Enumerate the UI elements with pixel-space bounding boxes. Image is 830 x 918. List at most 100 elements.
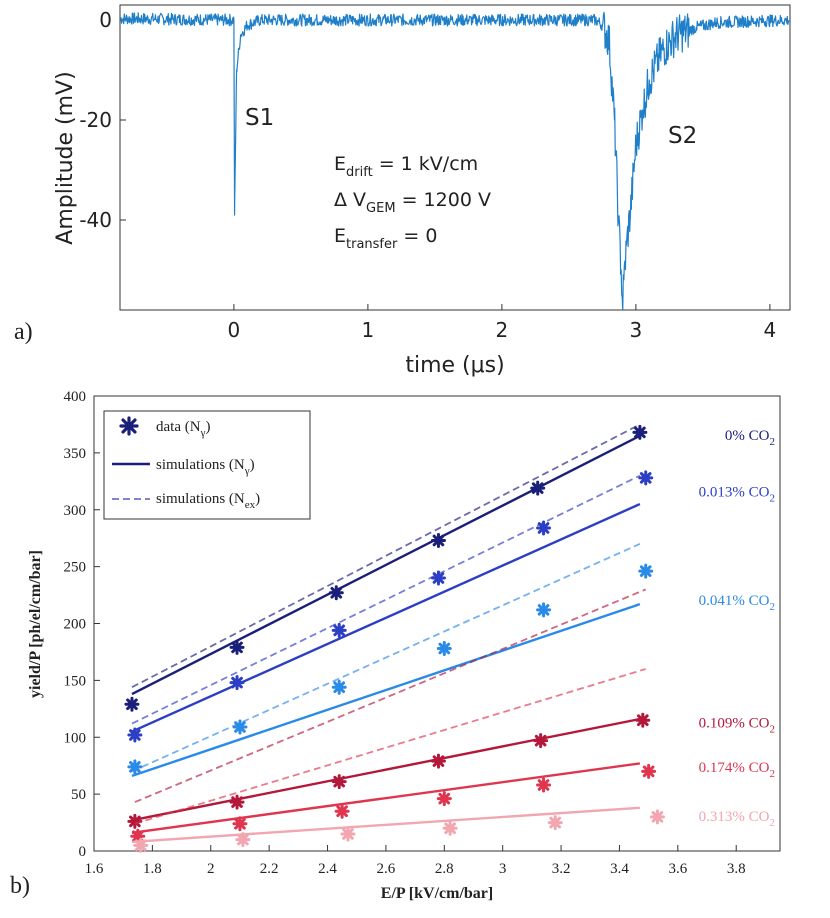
- sim-ngamma-line: [131, 806, 640, 844]
- edrift-annotation: Edrift = 1 kV/cm: [334, 153, 478, 180]
- data-point: [533, 733, 549, 749]
- panel-b-y-tick-label: 200: [64, 617, 87, 633]
- waveform-line: [119, 11, 791, 311]
- data-point: [133, 837, 149, 853]
- data-point: [334, 803, 350, 819]
- data-point: [547, 815, 563, 831]
- s1-annotation: S1: [245, 105, 274, 131]
- sim-ngamma-line: [131, 717, 641, 822]
- series-0-co2: [124, 423, 648, 712]
- data-point: [536, 520, 552, 536]
- sim-nex-line: [131, 423, 641, 688]
- sim-ngamma-line: [131, 502, 641, 733]
- data-point: [235, 832, 251, 848]
- legend-entry-data: data (Nγ): [156, 419, 210, 439]
- panel-b-y-tick-label: 0: [79, 844, 87, 860]
- panel-b-x-tick-label: 2.4: [318, 861, 337, 877]
- legend-data-marker: [119, 416, 139, 436]
- series-label: 0.313% CO2: [699, 809, 775, 829]
- data-point: [229, 639, 245, 655]
- s2-annotation: S2: [668, 123, 697, 149]
- series-0-109-co2: [127, 588, 651, 829]
- panel-b-series-labels: 0% CO2 0.013% CO2 0.041% CO2 0.109% CO2 0.17…: [699, 428, 775, 829]
- legend-entry-sim-ngamma: simulations (Nγ): [156, 457, 255, 477]
- panel-a-x-axis-label: time (μs): [405, 353, 504, 378]
- sim-nex-line: [134, 588, 647, 803]
- panel-b-x-tick-label: 2: [207, 861, 215, 877]
- panel-a-plot-frame: [119, 4, 791, 311]
- panel-b-label: b): [10, 873, 30, 899]
- dvgem-annotation: Δ VGEM = 1200 V: [334, 189, 491, 216]
- panel-b-x-tick-label: 1.8: [143, 861, 162, 877]
- data-point: [436, 791, 452, 807]
- panel-a-x-tick-label: 3: [630, 318, 643, 342]
- panel-b-x-tick-label: 2.2: [260, 861, 279, 877]
- data-point: [632, 424, 648, 440]
- panel-b-legend: data (Nγ) simulations (Nγ) simulations (…: [103, 410, 311, 520]
- series-label: 0.109% CO2: [699, 716, 775, 736]
- etransfer-annotation: Etransfer = 0: [334, 225, 437, 252]
- panel-b-x-tick-label: 3.2: [552, 861, 571, 877]
- data-point: [229, 675, 245, 691]
- series-0-013-co2: [127, 470, 654, 743]
- data-point: [328, 585, 344, 601]
- data-point: [649, 809, 665, 825]
- data-point: [430, 532, 446, 548]
- panel-a-x-tick-label: 0: [228, 318, 241, 342]
- data-point: [530, 480, 546, 496]
- data-point: [331, 679, 347, 695]
- panel-a-y-tick-label: -40: [79, 208, 112, 232]
- sim-ngamma-line: [131, 762, 641, 834]
- panel-b-y-tick-label: 150: [64, 673, 87, 689]
- data-point: [436, 641, 452, 657]
- panel-a-y-tick-label: -20: [79, 108, 112, 132]
- series-label: 0% CO2: [725, 428, 775, 448]
- data-point: [124, 696, 140, 712]
- panel-a-waveform-chart: 0 1 2 3 4 0 -20 -40 S1 S2 Edrift = 1 kV/cm Δ VG…: [14, 4, 791, 378]
- data-point: [127, 759, 143, 775]
- series-label: 0.041% CO2: [699, 593, 775, 613]
- data-point: [442, 820, 458, 836]
- data-point: [229, 794, 245, 810]
- data-point: [331, 622, 347, 638]
- data-point: [127, 727, 143, 743]
- panel-b-series: [124, 423, 665, 853]
- data-point: [641, 763, 657, 779]
- panel-b-y-tick-label: 400: [64, 389, 87, 405]
- panel-b-y-tick-label: 100: [64, 730, 87, 746]
- panel-a-ticks: 0 1 2 3 4 0 -20 -40: [79, 8, 776, 342]
- data-point: [127, 813, 143, 829]
- data-point: [340, 826, 356, 842]
- sim-nex-line: [131, 543, 641, 773]
- sim-ngamma-line: [131, 603, 641, 778]
- panel-b-y-tick-label: 350: [64, 446, 87, 462]
- series-0-313-co2: [131, 806, 665, 853]
- panel-b-y-tick-label: 50: [71, 787, 86, 803]
- panel-b-y-tick-label: 250: [64, 560, 87, 576]
- panel-a-x-tick-label: 4: [764, 318, 777, 342]
- panel-b-x-tick-label: 3: [499, 861, 507, 877]
- panel-b-x-tick-label: 3.8: [727, 861, 746, 877]
- data-point: [130, 828, 146, 844]
- series-0-041-co2: [127, 543, 654, 778]
- panel-b-x-tick-label: 3.6: [668, 861, 687, 877]
- data-point: [232, 816, 248, 832]
- data-point: [331, 774, 347, 790]
- panel-a-x-tick-label: 1: [362, 318, 375, 342]
- sim-nex-line: [131, 474, 641, 725]
- legend-entry-sim-nex: simulations (Nex): [156, 491, 260, 511]
- series-0-174-co2: [130, 668, 657, 844]
- data-point: [536, 777, 552, 793]
- data-point: [635, 712, 651, 728]
- data-point: [430, 570, 446, 586]
- data-point: [232, 719, 248, 735]
- panel-a-series: [119, 11, 791, 311]
- data-point: [638, 563, 654, 579]
- data-point: [430, 753, 446, 769]
- panel-b-x-tick-label: 2.6: [377, 861, 396, 877]
- sim-ngamma-line: [131, 434, 641, 696]
- panel-a-y-axis-label: Amplitude (mV): [53, 71, 78, 244]
- sim-nex-line: [134, 668, 646, 825]
- panel-b-y-axis-label: yield/P [ph/el/cm/bar]: [27, 550, 44, 698]
